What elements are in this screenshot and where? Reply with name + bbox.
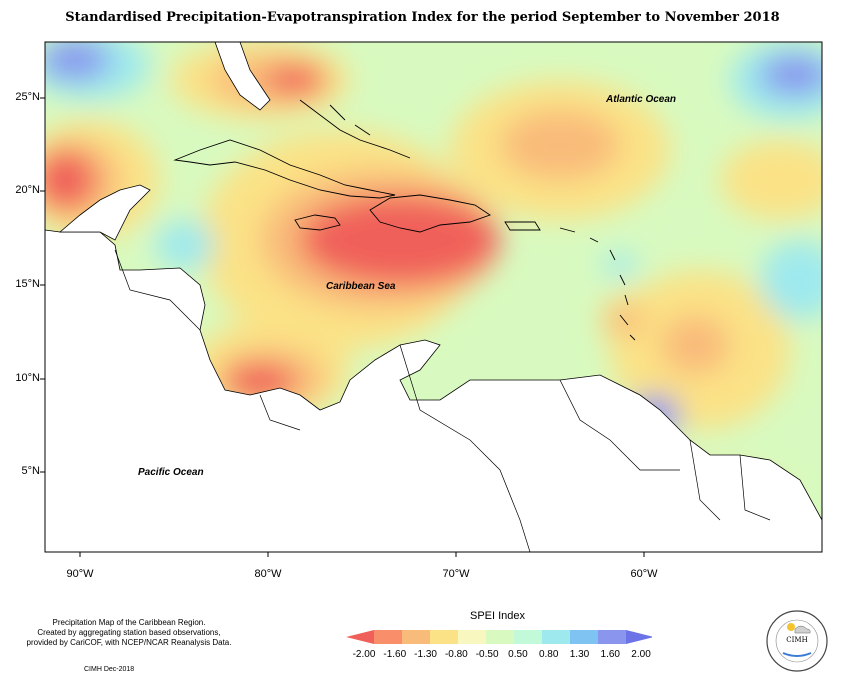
country-borders	[114, 249, 771, 552]
legend-title: SPEI Index	[470, 610, 526, 622]
legend-swatch	[542, 630, 570, 644]
legend-swatch	[402, 630, 430, 644]
legend-swatch	[346, 630, 374, 644]
legend-tick: 0.80	[538, 649, 559, 660]
legend-tick: 1.30	[569, 649, 590, 660]
credit-line-1: Precipitation Map of the Caribbean Regio…	[52, 618, 206, 627]
spei-field	[45, 42, 822, 545]
hispaniola	[369, 194, 492, 233]
legend-swatch	[570, 630, 598, 644]
legend-tick: -1.60	[383, 649, 407, 660]
legend-swatch	[374, 630, 402, 644]
pacific-ocean-label: Pacific Ocean	[138, 467, 204, 478]
lat-label-20n: 20°N	[15, 184, 40, 196]
bahamas	[299, 99, 411, 159]
legend-tick: 1.60	[600, 649, 620, 660]
legend-tick: -0.50	[475, 649, 499, 660]
lon-label-90w: 90°W	[66, 568, 94, 580]
caribbean-sea-label: Caribbean Sea	[326, 281, 396, 292]
credit-date: CIMH Dec-2018	[84, 666, 135, 673]
legend-swatch	[598, 630, 626, 644]
lesser-antilles	[559, 227, 636, 341]
legend-tick: -0.80	[444, 649, 468, 660]
jamaica	[294, 214, 341, 231]
logo-name: CIMH	[786, 636, 808, 644]
atlantic-ocean-label: Atlantic Ocean	[606, 94, 677, 105]
legend-tick: -1.30	[414, 649, 437, 660]
legend-tick: 2.00	[631, 649, 651, 660]
legend-swatch	[486, 630, 514, 644]
legend-ticks: -2.00 -1.60 -1.30 -0.80 -0.50 0.50 0.80 …	[350, 649, 651, 660]
land-masses	[45, 42, 822, 552]
lat-label-25n: 25°N	[15, 91, 40, 103]
legend-tick: -2.00	[352, 649, 376, 660]
credit-line-3: provided by CariCOF, with NCEP/NCAR Rean…	[26, 638, 232, 647]
florida	[214, 42, 271, 111]
central-america	[45, 229, 822, 552]
puerto-rico	[504, 221, 541, 231]
map-credit: Precipitation Map of the Caribbean Regio…	[14, 618, 244, 648]
legend-swatch	[514, 630, 542, 644]
lon-label-70w: 70°W	[442, 568, 470, 580]
cuba	[173, 139, 396, 199]
lat-label-15n: 15°N	[15, 278, 40, 290]
legend-swatch	[430, 630, 458, 644]
yucatan-peninsula	[58, 184, 151, 241]
legend-swatch	[458, 630, 486, 644]
lon-label-80w: 80°W	[254, 568, 282, 580]
legend-colorbar	[346, 630, 652, 644]
island-outlines	[173, 99, 636, 341]
axis-ticks	[40, 97, 645, 557]
legend-tick: 0.50	[508, 649, 528, 660]
lat-label-5n: 5°N	[21, 465, 40, 477]
cimh-logo	[766, 610, 828, 672]
lon-label-60w: 60°W	[630, 568, 658, 580]
map-title: Standardised Precipitation-Evapotranspir…	[65, 10, 780, 25]
lat-label-10n: 10°N	[15, 372, 40, 384]
legend-swatch	[626, 630, 652, 644]
credit-line-2: Created by aggregating station based obs…	[37, 628, 221, 637]
